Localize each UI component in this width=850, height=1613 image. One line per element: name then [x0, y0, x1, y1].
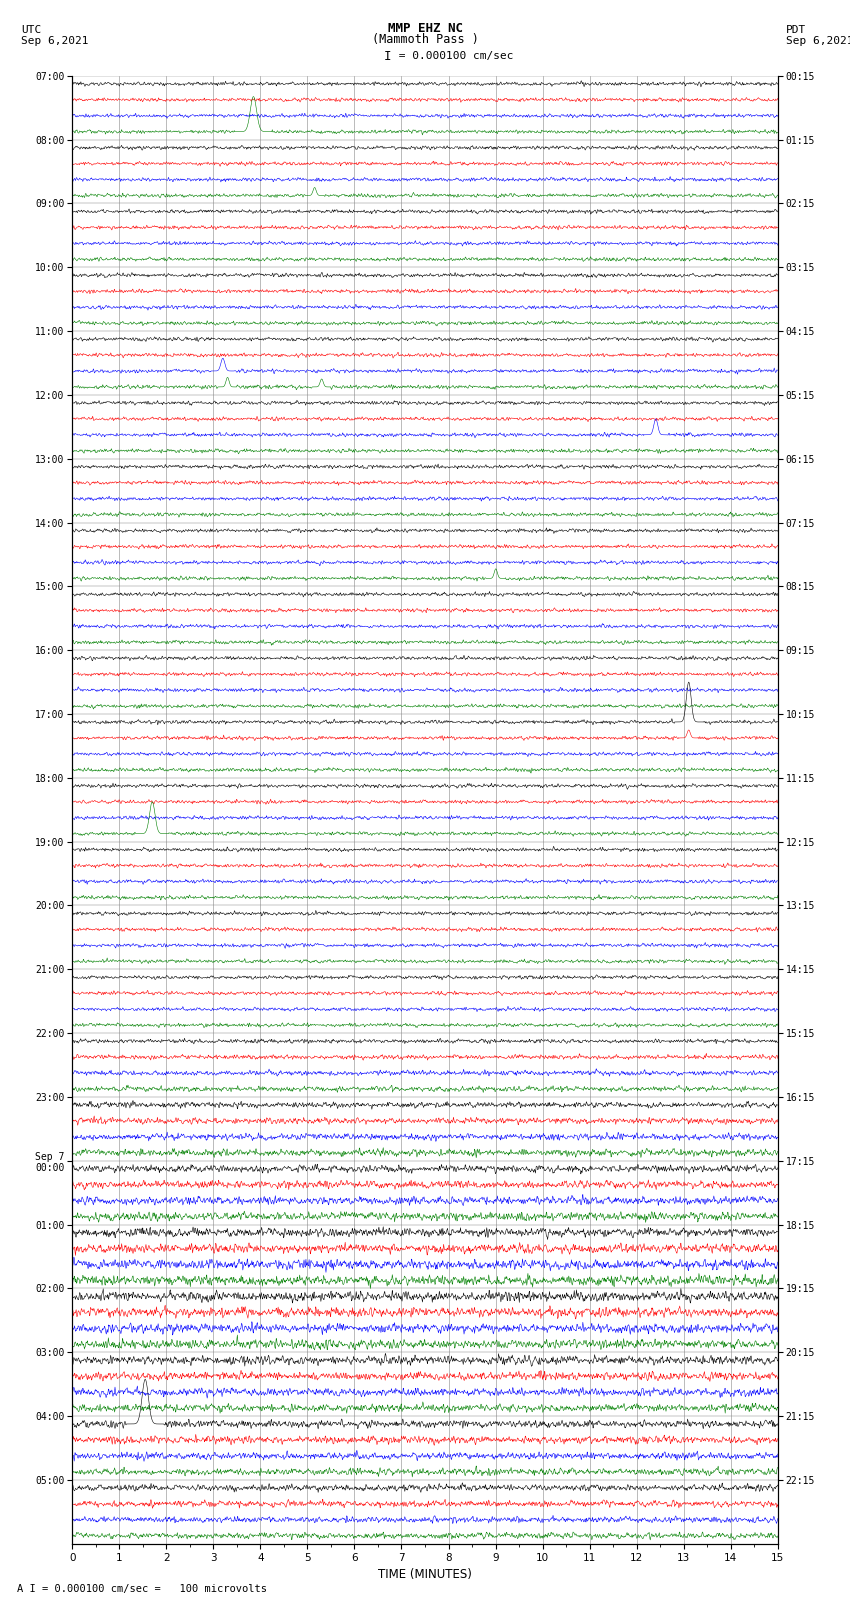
- Text: Sep 6,2021: Sep 6,2021: [21, 35, 88, 45]
- Text: = 0.000100 cm/sec: = 0.000100 cm/sec: [392, 52, 513, 61]
- Text: A I = 0.000100 cm/sec =   100 microvolts: A I = 0.000100 cm/sec = 100 microvolts: [17, 1584, 267, 1594]
- Text: MMP EHZ NC: MMP EHZ NC: [388, 21, 462, 35]
- Text: (Mammoth Pass ): (Mammoth Pass ): [371, 32, 479, 45]
- Text: I: I: [383, 50, 391, 63]
- Text: PDT: PDT: [786, 24, 807, 35]
- Text: UTC: UTC: [21, 24, 42, 35]
- X-axis label: TIME (MINUTES): TIME (MINUTES): [378, 1568, 472, 1581]
- Text: Sep 6,2021: Sep 6,2021: [786, 35, 850, 45]
